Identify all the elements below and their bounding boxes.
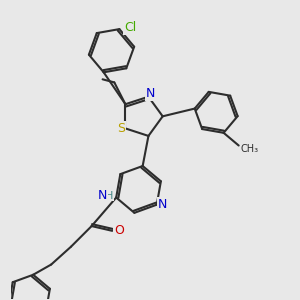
Text: CH₃: CH₃ — [240, 144, 258, 154]
Text: O: O — [114, 224, 124, 237]
Text: H: H — [105, 190, 113, 201]
Text: S: S — [117, 122, 124, 135]
Text: N: N — [98, 189, 107, 202]
Text: N: N — [146, 87, 155, 100]
Text: Cl: Cl — [124, 21, 136, 34]
Text: N: N — [158, 198, 167, 211]
